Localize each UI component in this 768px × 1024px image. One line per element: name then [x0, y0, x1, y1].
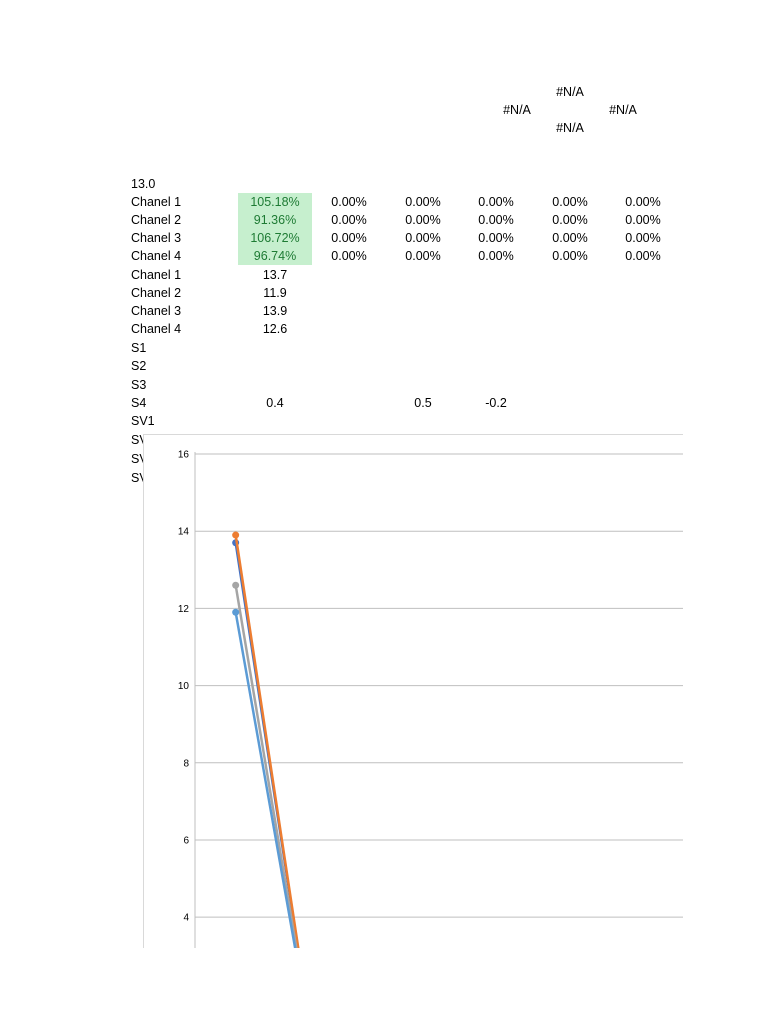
value-cell: 13.7 [262, 268, 288, 282]
y-tick-label: 4 [183, 913, 189, 924]
s-value-cell: -0.2 [485, 396, 507, 410]
y-tick-label: 12 [178, 604, 190, 615]
percent-cell: 0.00% [478, 249, 514, 263]
percent-cell: 0.00% [331, 195, 367, 209]
percent-cell: 96.74% [253, 249, 297, 263]
row-label: Chanel 3 [131, 231, 182, 245]
percent-cell: 0.00% [478, 195, 514, 209]
series-line [234, 542, 300, 948]
percent-cell: 0.00% [405, 249, 441, 263]
percent-cell: 0.00% [478, 213, 514, 227]
percent-cell: 0.00% [405, 231, 441, 245]
na-cell-top: #N/A [556, 85, 584, 99]
percent-cell: 0.00% [552, 249, 588, 263]
series-line [234, 612, 297, 948]
y-tick-label: 14 [178, 527, 190, 538]
percent-cell: 0.00% [331, 249, 367, 263]
y-tick-label: 10 [178, 681, 190, 692]
percent-cell: 0.00% [331, 213, 367, 227]
data-point [232, 581, 240, 589]
row-label: Chanel 4 [131, 249, 182, 263]
row-label: S2 [131, 359, 147, 373]
percent-cell: 105.18% [250, 195, 300, 209]
percent-cell: 0.00% [625, 231, 661, 245]
na-cell-right: #N/A [609, 103, 637, 117]
row-label: Chanel 2 [131, 213, 182, 227]
row-label: Chanel 1 [131, 268, 182, 282]
data-point [232, 531, 240, 539]
value-cell: 13.9 [262, 304, 288, 318]
row-label: SV1 [131, 414, 155, 428]
series-line [234, 585, 298, 948]
line-chart[interactable]: 4 6 8 10 12 14 16 [143, 434, 683, 948]
header-value: 13.0 [131, 177, 156, 191]
percent-cell: 0.00% [625, 213, 661, 227]
highlight-cell-bg [238, 247, 312, 265]
row-label: S3 [131, 378, 147, 392]
percent-cell: 0.00% [405, 195, 441, 209]
percent-cell: 0.00% [478, 231, 514, 245]
highlight-cell-bg [238, 193, 312, 211]
chart-plot: 4 6 8 10 12 14 16 [143, 434, 683, 948]
percent-cell: 91.36% [253, 213, 297, 227]
percent-cell: 106.72% [250, 231, 300, 245]
row-label: Chanel 4 [131, 322, 182, 336]
row-label: Chanel 2 [131, 286, 182, 300]
percent-cell: 0.00% [405, 213, 441, 227]
percent-cell: 0.00% [552, 195, 588, 209]
highlight-cell-bg [238, 211, 312, 229]
percent-cell: 0.00% [552, 213, 588, 227]
percent-cell: 0.00% [625, 195, 661, 209]
percent-cell: 0.00% [552, 231, 588, 245]
na-cell-left: #N/A [503, 103, 531, 117]
percent-cell: 0.00% [331, 231, 367, 245]
highlight-cell-bg [238, 229, 312, 247]
na-cell-bottom: #N/A [556, 121, 584, 135]
percent-cell: 0.00% [625, 249, 661, 263]
data-point [232, 608, 240, 616]
row-label: Chanel 1 [131, 195, 182, 209]
series-line [234, 534, 300, 948]
row-label: S4 [131, 396, 147, 410]
row-label: S1 [131, 341, 147, 355]
y-tick-label: 16 [178, 450, 190, 461]
value-cell: 11.9 [263, 286, 287, 300]
s-value-cell: 0.5 [414, 396, 432, 410]
value-cell: 12.6 [262, 322, 288, 336]
y-tick-label: 8 [183, 758, 189, 769]
s-value-cell: 0.4 [266, 396, 284, 410]
row-label: Chanel 3 [131, 304, 182, 318]
y-tick-label: 6 [183, 835, 189, 846]
